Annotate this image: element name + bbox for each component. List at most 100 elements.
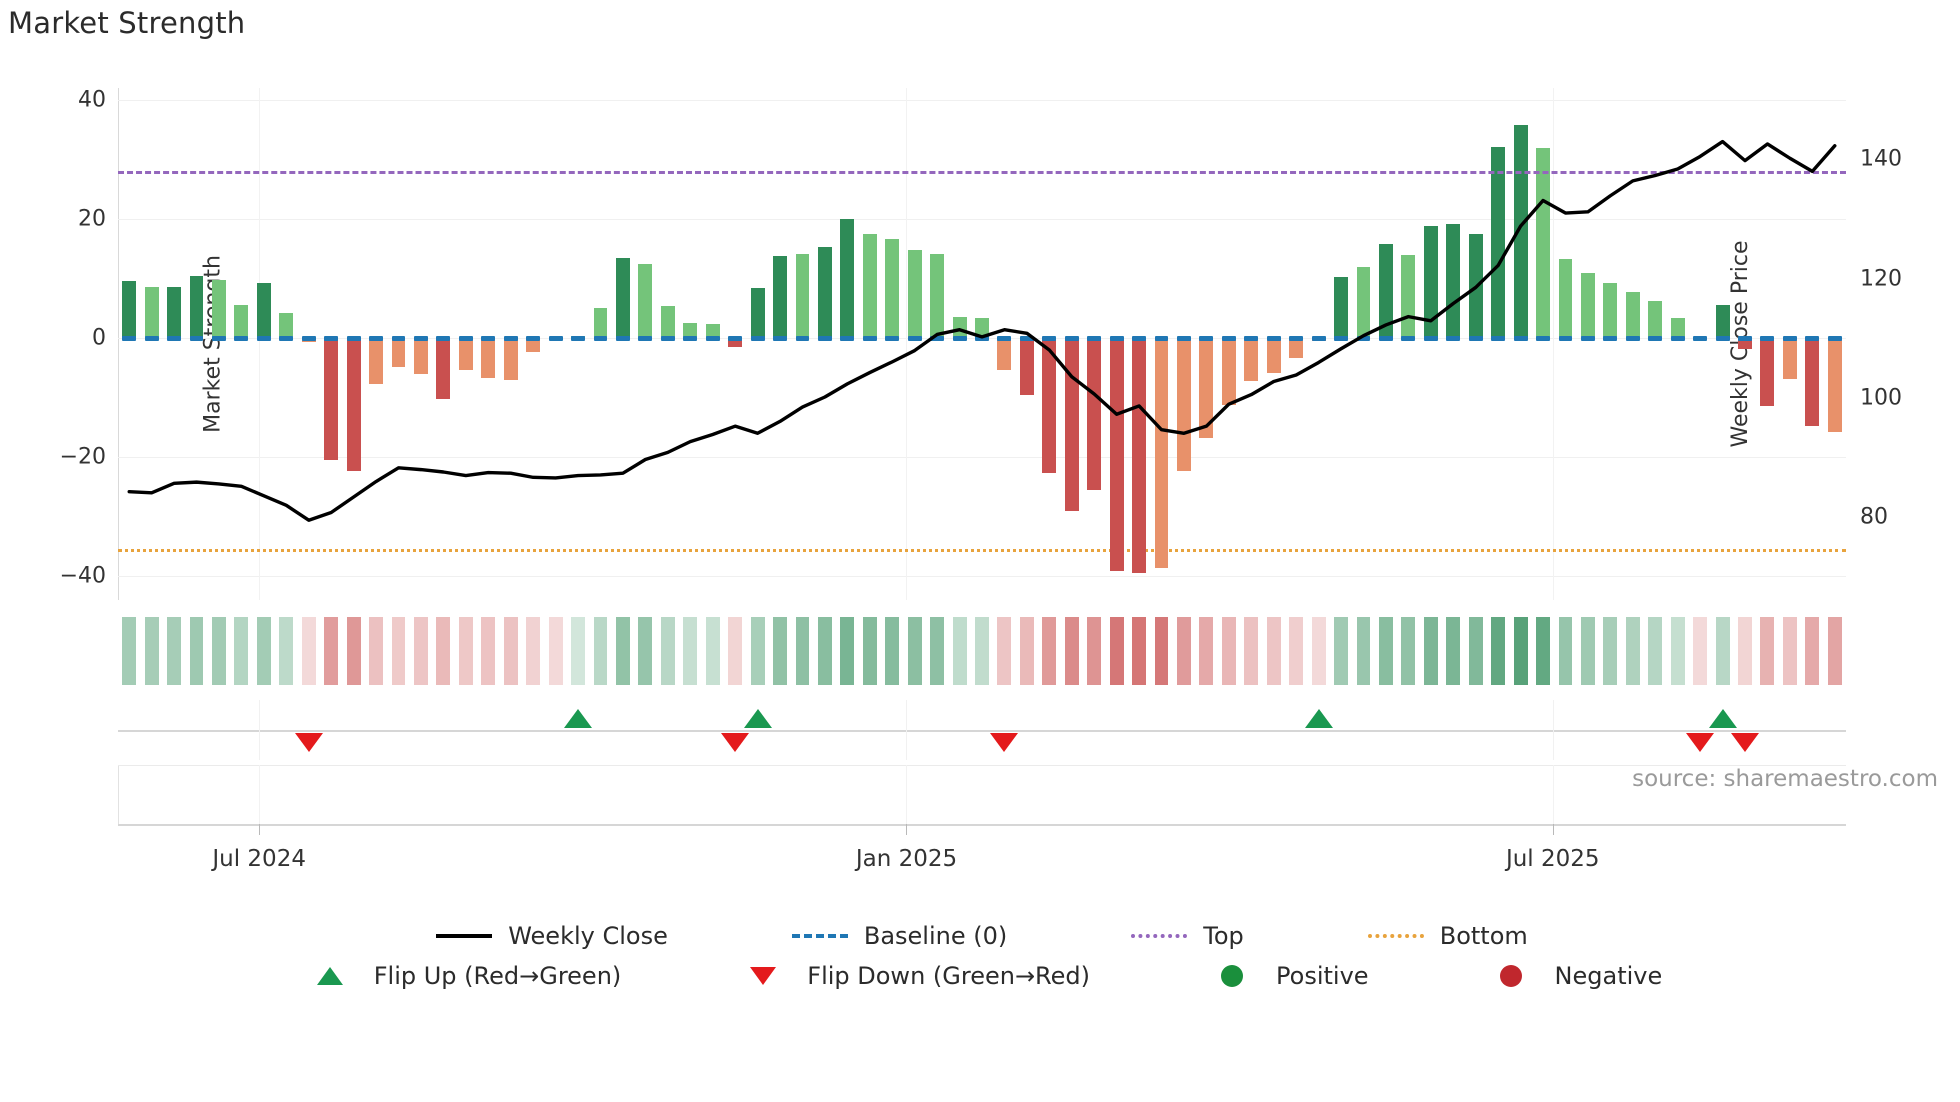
baseline-segment <box>548 336 563 342</box>
legend-item-positive[interactable]: Positive <box>1200 956 1369 996</box>
baseline-segment <box>638 336 653 342</box>
baseline-segment <box>1693 336 1708 342</box>
weekly-close-line-svg <box>127 139 1837 522</box>
legend-label: Positive <box>1276 962 1369 990</box>
strength-bar <box>930 254 945 339</box>
heat-cell <box>750 617 765 685</box>
flip-up-marker[interactable] <box>1304 709 1333 728</box>
baseline-segment <box>279 336 294 342</box>
heat-cell <box>795 617 810 685</box>
lower-panel-axis <box>118 765 119 825</box>
baseline-segment <box>1625 336 1640 342</box>
legend-item-weekly-close[interactable]: Weekly Close <box>432 916 668 956</box>
flip-up-marker[interactable] <box>743 709 772 728</box>
strength-heat-strip <box>118 617 1846 685</box>
legend-row-markers: Flip Up (Red→Green) Flip Down (Green→Red)… <box>0 956 1960 996</box>
bottom-swatch-icon <box>1364 934 1428 938</box>
flip-down-glyph-icon <box>750 967 777 985</box>
strength-bar <box>144 286 159 339</box>
flip-row-baseline <box>118 730 1846 732</box>
strength-bar <box>481 338 496 378</box>
right-axis-tick-label: 80 <box>1860 504 1888 530</box>
heat-cell <box>1132 617 1147 685</box>
legend-item-flip-down[interactable]: Flip Down (Green→Red) <box>731 956 1090 996</box>
baseline-segment <box>773 336 787 342</box>
source-attribution: source: sharemaestro.com <box>1632 766 1938 792</box>
flip-up-marker[interactable] <box>1708 709 1737 728</box>
flip-down-marker[interactable] <box>721 733 750 752</box>
baseline-segment <box>144 336 159 342</box>
baseline-segment <box>795 336 810 342</box>
baseline-segment <box>750 336 765 342</box>
heat-cell <box>660 617 675 685</box>
baseline-segment <box>1334 336 1348 342</box>
flip-down-swatch-icon <box>731 967 795 985</box>
heat-cell <box>144 617 159 685</box>
strength-bar <box>840 218 855 339</box>
baseline-glyph-icon <box>791 934 848 938</box>
flip-up-swatch-icon <box>298 967 362 985</box>
bottom-glyph-icon <box>1367 934 1424 938</box>
strength-bar <box>817 246 832 339</box>
heat-cell <box>256 617 271 685</box>
legend-label: Top <box>1203 922 1244 950</box>
heat-cell <box>975 617 989 685</box>
gridline <box>118 99 1846 101</box>
gridline <box>118 218 1846 220</box>
heat-cell <box>1513 617 1528 685</box>
baseline-segment <box>369 336 384 342</box>
strength-bar <box>862 234 877 339</box>
legend-item-top[interactable]: Top <box>1127 916 1244 956</box>
baseline-segment <box>391 336 406 342</box>
baseline-segment <box>526 336 541 342</box>
baseline-segment <box>301 336 316 342</box>
strength-bar <box>279 313 294 339</box>
flip-down-marker[interactable] <box>294 733 323 752</box>
legend-label: Flip Down (Green→Red) <box>807 962 1091 990</box>
baseline-segment <box>481 336 496 342</box>
flip-down-marker[interactable] <box>990 733 1019 752</box>
legend-item-flip-up[interactable]: Flip Up (Red→Green) <box>298 956 621 996</box>
heat-cell <box>728 617 743 685</box>
baseline-segment <box>840 336 855 342</box>
baseline-segment <box>862 336 877 342</box>
strength-bar <box>750 288 765 339</box>
baseline-segment <box>1289 336 1304 342</box>
x-axis-tick <box>259 824 261 835</box>
heat-cell <box>1738 617 1752 685</box>
positive-swatch-icon <box>1200 965 1264 987</box>
heat-cell <box>1648 617 1663 685</box>
heat-cell <box>1311 617 1326 685</box>
top-swatch-icon <box>1127 934 1191 938</box>
strength-bar <box>885 239 900 339</box>
strength-bar <box>1019 338 1034 395</box>
baseline-segment <box>1446 336 1461 342</box>
flip-up-marker[interactable] <box>564 709 593 728</box>
flip-down-marker[interactable] <box>1731 733 1759 752</box>
legend-item-baseline[interactable]: Baseline (0) <box>788 916 1007 956</box>
flip-down-marker[interactable] <box>1686 733 1715 752</box>
strength-bar <box>1244 338 1259 381</box>
top-glyph-icon <box>1131 934 1188 938</box>
baseline-segment <box>1536 336 1550 342</box>
strength-bar <box>167 286 182 339</box>
strength-bar <box>1580 272 1595 339</box>
strength-bar <box>189 275 204 339</box>
heat-cell <box>1827 617 1842 685</box>
heat-cell <box>1536 617 1550 685</box>
legend-item-negative[interactable]: Negative <box>1479 956 1662 996</box>
negative-swatch-icon <box>1479 965 1543 987</box>
flip-row-gridline <box>906 700 908 760</box>
heat-cell <box>279 617 294 685</box>
legend-item-bottom[interactable]: Bottom <box>1364 916 1528 956</box>
strength-bar <box>795 253 810 339</box>
strength-bar <box>660 306 675 339</box>
heat-cell <box>615 617 630 685</box>
heat-cell <box>1064 617 1079 685</box>
strength-bar <box>526 338 541 352</box>
heat-cell <box>705 617 720 685</box>
baseline-segment <box>1423 336 1438 342</box>
x-gridline <box>259 88 261 600</box>
strength-bar <box>1356 266 1371 339</box>
heat-cell <box>1423 617 1438 685</box>
